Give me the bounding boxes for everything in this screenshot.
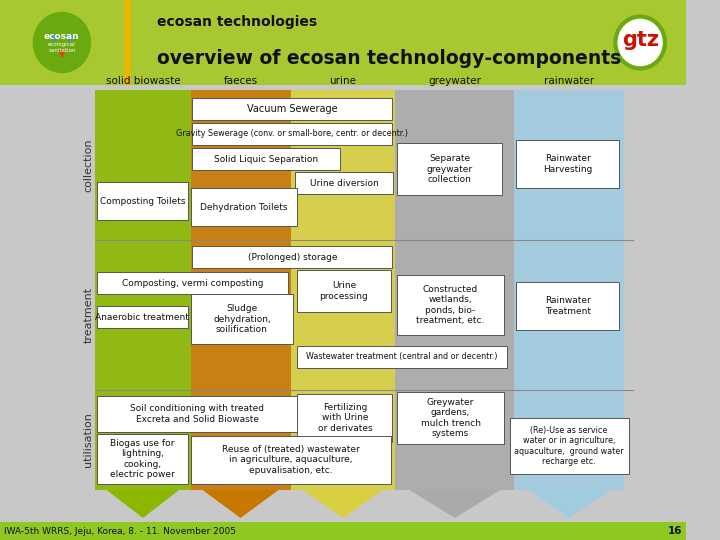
Text: Reuse of (treated) wastewater
in agriculture, aquaculture,
epuvalisation, etc.: Reuse of (treated) wastewater in agricul… <box>222 445 359 475</box>
FancyBboxPatch shape <box>191 294 294 344</box>
FancyBboxPatch shape <box>291 90 395 490</box>
Text: Separate
greywater
collection: Separate greywater collection <box>426 154 473 184</box>
FancyBboxPatch shape <box>397 143 502 195</box>
Text: faeces: faeces <box>223 76 258 86</box>
Text: Anaerobic treatment: Anaerobic treatment <box>96 313 189 321</box>
FancyBboxPatch shape <box>516 282 619 330</box>
Text: Vacuum Sewerage: Vacuum Sewerage <box>247 104 338 114</box>
Text: ecological
sanitation: ecological sanitation <box>48 42 76 53</box>
FancyBboxPatch shape <box>97 396 297 432</box>
Text: Urine diversion: Urine diversion <box>310 179 379 187</box>
Text: Fertilizing
with Urine
or derivates: Fertilizing with Urine or derivates <box>318 403 372 433</box>
Text: Rainwater
Treatment: Rainwater Treatment <box>545 296 590 316</box>
FancyBboxPatch shape <box>297 270 390 312</box>
FancyBboxPatch shape <box>297 346 507 368</box>
FancyBboxPatch shape <box>97 182 188 220</box>
FancyBboxPatch shape <box>295 172 393 194</box>
Text: solid biowaste: solid biowaste <box>106 76 180 86</box>
Text: 16: 16 <box>667 526 682 536</box>
Polygon shape <box>107 490 179 518</box>
Text: ecosan: ecosan <box>44 32 80 41</box>
Text: greywater: greywater <box>428 76 482 86</box>
FancyBboxPatch shape <box>192 98 392 120</box>
Text: Constructed
wetlands,
ponds, bio-
treatment, etc.: Constructed wetlands, ponds, bio- treatm… <box>416 285 485 325</box>
FancyBboxPatch shape <box>395 90 514 490</box>
Text: Sludge
dehydration,
soilification: Sludge dehydration, soilification <box>213 304 271 334</box>
FancyBboxPatch shape <box>510 418 629 474</box>
FancyBboxPatch shape <box>192 246 392 268</box>
Text: IWA-5th WRRS, Jeju, Korea, 8. - 11. November 2005: IWA-5th WRRS, Jeju, Korea, 8. - 11. Nove… <box>4 526 236 536</box>
Text: Greywater
gardens,
mulch trench
systems: Greywater gardens, mulch trench systems <box>420 398 480 438</box>
FancyBboxPatch shape <box>192 148 340 170</box>
FancyBboxPatch shape <box>97 272 288 294</box>
Polygon shape <box>528 490 611 518</box>
FancyBboxPatch shape <box>191 188 297 226</box>
Text: Gravity Sewerage (conv. or small-bore, centr. or decentr.): Gravity Sewerage (conv. or small-bore, c… <box>176 130 408 138</box>
FancyBboxPatch shape <box>191 90 291 490</box>
Text: treatment: treatment <box>84 287 94 343</box>
Text: Biogas use for
lightning,
cooking,
electric power: Biogas use for lightning, cooking, elect… <box>110 439 175 479</box>
Text: Rainwater
Harvesting: Rainwater Harvesting <box>543 154 593 174</box>
Text: Wastewater treatment (central and or decentr.): Wastewater treatment (central and or dec… <box>306 353 498 361</box>
Text: Dehydration Toilets: Dehydration Toilets <box>200 202 287 212</box>
Circle shape <box>33 12 91 72</box>
Text: gtz: gtz <box>621 30 659 51</box>
FancyBboxPatch shape <box>124 0 132 85</box>
Text: Soil conditioning with treated
Excreta and Solid Biowaste: Soil conditioning with treated Excreta a… <box>130 404 264 424</box>
FancyBboxPatch shape <box>95 90 191 490</box>
Text: (Re)-Use as service
water or in agriculture,
aquaculture,  ground water
recharge: (Re)-Use as service water or in agricult… <box>514 426 624 466</box>
FancyBboxPatch shape <box>516 140 619 188</box>
Text: overview of ecosan technology-components: overview of ecosan technology-components <box>157 49 621 68</box>
FancyBboxPatch shape <box>191 436 390 484</box>
Text: rainwater: rainwater <box>544 76 594 86</box>
Text: Urine
processing: Urine processing <box>320 281 368 301</box>
Polygon shape <box>410 490 500 518</box>
Text: Solid Liquic Separation: Solid Liquic Separation <box>214 154 318 164</box>
FancyBboxPatch shape <box>97 306 188 328</box>
FancyBboxPatch shape <box>0 522 686 540</box>
Polygon shape <box>303 490 383 518</box>
Text: urine: urine <box>330 76 356 86</box>
Text: (Prolonged) storage: (Prolonged) storage <box>248 253 337 261</box>
FancyBboxPatch shape <box>397 392 504 444</box>
Text: collection: collection <box>84 138 94 192</box>
FancyBboxPatch shape <box>0 0 686 85</box>
Text: Composting Toilets: Composting Toilets <box>99 197 185 206</box>
Circle shape <box>618 19 662 65</box>
Text: ecosan technologies: ecosan technologies <box>157 15 318 29</box>
FancyBboxPatch shape <box>514 90 624 490</box>
FancyBboxPatch shape <box>397 275 504 335</box>
Text: Composting, vermi composting: Composting, vermi composting <box>122 279 264 287</box>
FancyBboxPatch shape <box>297 394 392 442</box>
FancyBboxPatch shape <box>97 434 188 484</box>
Text: utilisation: utilisation <box>84 413 94 468</box>
Polygon shape <box>202 490 279 518</box>
FancyBboxPatch shape <box>192 123 392 145</box>
